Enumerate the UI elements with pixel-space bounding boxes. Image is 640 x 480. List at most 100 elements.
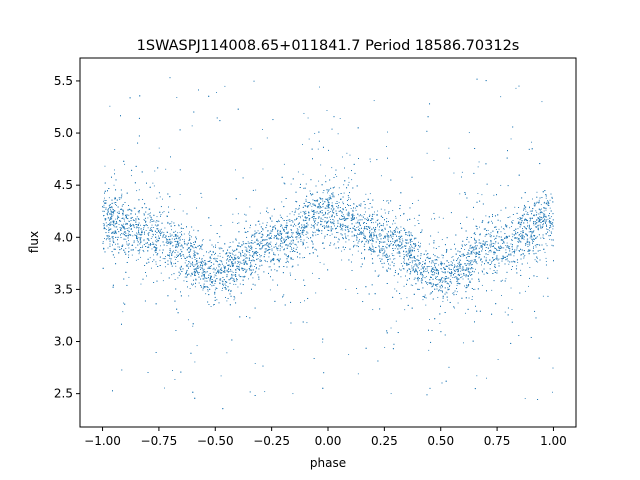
data-point (420, 268, 422, 270)
data-point (138, 210, 140, 211)
data-point (454, 307, 456, 309)
data-point (249, 254, 251, 256)
data-point (329, 216, 331, 218)
data-point (433, 269, 435, 270)
data-point (152, 182, 154, 184)
data-point (520, 269, 522, 271)
data-point (174, 379, 176, 380)
data-point (293, 348, 295, 350)
data-point (182, 239, 184, 240)
data-point (504, 311, 506, 313)
data-point (128, 254, 130, 256)
data-point (228, 267, 230, 269)
data-point (248, 278, 249, 280)
data-point (271, 215, 273, 217)
data-point (539, 213, 541, 215)
data-point (188, 263, 190, 265)
data-point (497, 232, 499, 234)
data-point (187, 266, 189, 267)
data-point (521, 220, 523, 222)
data-point (126, 235, 128, 236)
data-point (399, 248, 401, 250)
data-point (435, 268, 437, 270)
data-point (177, 277, 179, 279)
data-point (513, 234, 515, 236)
data-point (420, 242, 422, 244)
data-point (519, 224, 521, 226)
data-point (374, 231, 376, 233)
data-point (495, 229, 497, 230)
data-point (231, 263, 233, 265)
data-point (384, 256, 386, 258)
data-point (409, 246, 410, 248)
data-point (189, 255, 191, 257)
data-point (265, 260, 267, 262)
data-point (135, 218, 137, 219)
data-point (228, 252, 230, 254)
data-point (500, 226, 502, 228)
data-point (209, 283, 211, 285)
data-point (531, 141, 533, 143)
data-point (400, 230, 402, 231)
data-point (288, 236, 290, 238)
data-point (108, 234, 110, 236)
data-point (150, 238, 152, 239)
data-point (267, 261, 268, 263)
data-point (210, 265, 212, 267)
data-point (113, 184, 115, 186)
data-point (312, 203, 313, 205)
data-point (102, 223, 104, 225)
data-point (486, 377, 487, 379)
data-point (183, 239, 185, 241)
data-point (152, 243, 154, 245)
data-point (361, 232, 363, 233)
data-point (386, 200, 388, 202)
data-point (445, 291, 447, 293)
data-point (237, 223, 239, 225)
data-point (161, 231, 163, 233)
data-point (290, 224, 292, 226)
data-point (140, 224, 141, 226)
data-point (516, 265, 518, 267)
data-point (521, 234, 523, 236)
data-point (235, 254, 237, 256)
data-point (369, 235, 371, 237)
data-point (307, 214, 309, 216)
data-point (257, 258, 259, 260)
data-point (419, 270, 420, 272)
data-point (540, 222, 542, 224)
data-point (417, 199, 419, 201)
data-point (511, 239, 512, 241)
data-point (228, 264, 230, 266)
data-point (235, 283, 237, 285)
data-point (186, 257, 188, 259)
data-point (428, 258, 430, 260)
data-point (520, 218, 522, 219)
data-point (110, 222, 112, 224)
data-point (302, 230, 304, 232)
data-point (350, 208, 352, 209)
data-point (163, 232, 165, 234)
data-point (248, 257, 250, 259)
data-point (254, 235, 256, 237)
data-point (439, 285, 441, 287)
data-point (500, 209, 502, 211)
data-point (481, 194, 483, 196)
data-point (533, 205, 535, 207)
data-point (537, 221, 539, 223)
data-point (547, 200, 549, 202)
data-point (522, 253, 524, 255)
data-point (378, 274, 380, 276)
data-point (169, 233, 171, 235)
data-point (133, 242, 135, 244)
data-point (494, 243, 496, 245)
data-point (538, 199, 540, 201)
data-point (214, 257, 216, 259)
data-point (413, 243, 415, 245)
data-point (109, 105, 111, 107)
data-point (403, 230, 405, 231)
data-point (241, 267, 242, 269)
data-point (275, 245, 277, 247)
data-point (529, 228, 531, 230)
data-point (266, 236, 268, 238)
